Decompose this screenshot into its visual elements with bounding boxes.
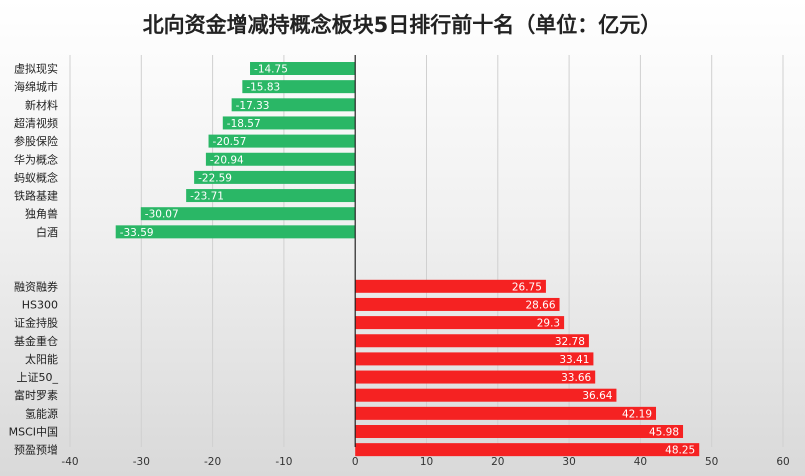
increase-bar [355, 279, 546, 293]
category-label: 融资融券 [14, 279, 58, 293]
decrease-bar [186, 189, 356, 203]
decrease-bar [208, 134, 356, 148]
bar-value-label: 42.19 [622, 408, 652, 420]
x-tick-label: -10 [275, 456, 292, 468]
bar-value-label: 32.78 [555, 336, 585, 348]
category-label: 太阳能 [25, 352, 58, 366]
bar-value-label: -20.94 [210, 154, 244, 166]
category-label: 富时罗素 [14, 388, 58, 402]
category-label: 氢能源 [25, 406, 58, 420]
category-label: 证金持股 [14, 316, 58, 330]
bar-value-label: 29.3 [537, 318, 560, 330]
category-label: 超清视频 [14, 116, 58, 130]
category-label-layer: 虚拟现实海绵城市新材料超清视频参股保险华为概念蚂蚁概念铁路基建独角兽白酒融资融券… [9, 62, 59, 457]
bar-value-label: 45.98 [649, 427, 679, 439]
category-label: 独角兽 [25, 207, 58, 221]
bar-value-label: -14.75 [254, 64, 288, 76]
bar-value-label: -17.33 [236, 100, 270, 112]
category-label: 参股保险 [14, 134, 58, 148]
x-tick-label: 30 [562, 456, 575, 468]
bar-value-label: 33.66 [561, 372, 591, 384]
increase-bar [355, 406, 657, 420]
bar-layer: -14.75 -15.83 -17.33 -18.57 -20.57 -20.94 -22.… [115, 55, 700, 457]
decrease-bar [205, 152, 356, 166]
x-tick-label: 10 [420, 456, 433, 468]
increase-bar [355, 316, 565, 330]
category-label: 铁路基建 [14, 189, 58, 203]
chart-title: 北向资金增减持概念板块5日排行前十名（单位：亿元） [143, 13, 662, 37]
x-tick-label: -20 [204, 456, 221, 468]
category-label: 上证50_ [17, 371, 59, 384]
x-tick-label: 60 [776, 456, 789, 468]
bar-value-label: -33.59 [120, 227, 154, 239]
x-tick-label: 50 [705, 456, 718, 468]
bar-value-label: 28.66 [525, 299, 555, 311]
bar-value-label: -20.57 [213, 136, 247, 148]
category-label: 新材料 [25, 98, 58, 112]
bar-value-label: 48.25 [665, 445, 695, 457]
decrease-bar [194, 170, 356, 184]
bar-value-label: 33.41 [559, 354, 589, 366]
x-tick-label: -30 [133, 456, 150, 468]
x-tick-label: 0 [352, 456, 359, 468]
category-label: HS300 [22, 298, 58, 311]
decrease-bar [250, 62, 356, 75]
bar-value-label: -23.71 [190, 191, 224, 203]
category-label: 预盈预增 [14, 443, 58, 457]
category-label: 蚂蚁概念 [14, 170, 58, 184]
increase-bar [355, 425, 684, 438]
x-tick-label: -40 [61, 456, 78, 468]
increase-bar [355, 443, 700, 457]
category-label: 白酒 [36, 225, 58, 239]
x-tick-label: 40 [634, 456, 647, 468]
increase-bar [355, 297, 560, 311]
bar-value-label: -30.07 [145, 209, 179, 221]
category-label: 华为概念 [14, 152, 58, 166]
increase-bar [355, 334, 589, 348]
category-label: 虚拟现实 [14, 62, 58, 76]
increase-bar [355, 370, 596, 384]
bar-value-label: 36.64 [582, 390, 612, 402]
x-tick-label: 20 [491, 456, 504, 468]
grid-layer [69, 55, 784, 447]
decrease-bar [140, 207, 356, 221]
bar-value-label: -18.57 [227, 118, 261, 130]
category-label: 基金重仓 [14, 334, 58, 348]
bar-value-label: -22.59 [198, 172, 232, 184]
decrease-bar [242, 80, 356, 94]
increase-bar [355, 352, 594, 366]
bar-value-label: -15.83 [246, 82, 280, 94]
category-label: MSCI中国 [9, 426, 58, 439]
decrease-bar [115, 225, 356, 239]
decrease-bar [231, 98, 356, 112]
bar-value-label: 26.75 [512, 281, 542, 293]
increase-bar [355, 388, 617, 402]
category-label: 海绵城市 [14, 80, 58, 94]
decrease-bar [222, 116, 356, 130]
x-axis-ticks: -40 -30 -20 -10 0 10 20 30 40 50 60 [61, 456, 789, 468]
